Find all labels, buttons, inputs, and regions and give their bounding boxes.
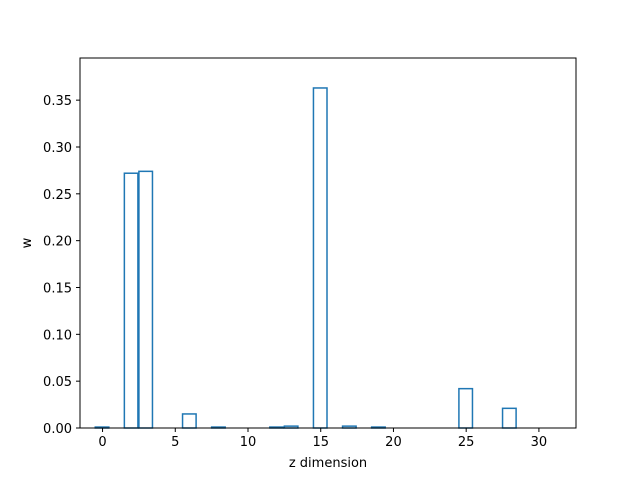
x-tick-label: 20 xyxy=(385,435,402,450)
x-tick-label: 25 xyxy=(458,435,475,450)
y-axis-label: w xyxy=(20,237,35,248)
y-tick-label: 0.35 xyxy=(43,94,72,109)
x-tick-label: 15 xyxy=(312,435,329,450)
y-tick-label: 0.10 xyxy=(43,328,72,343)
x-tick-label: 10 xyxy=(240,435,257,450)
bar xyxy=(181,413,197,429)
x-ticks-group: 0 5 10 15 20 25 30 xyxy=(98,428,547,450)
bar xyxy=(123,172,139,429)
axes-frame xyxy=(79,57,577,429)
y-tick-label: 0.15 xyxy=(43,281,72,296)
y-tick-label: 0.25 xyxy=(43,188,72,203)
y-ticks-group: 0.00 0.05 0.10 0.15 0.20 0.25 0.30 0.35 xyxy=(43,94,80,437)
x-tick-label: 0 xyxy=(98,435,106,450)
bar xyxy=(312,87,328,429)
bars-group xyxy=(94,87,517,429)
y-tick-label: 0.00 xyxy=(43,422,72,437)
y-tick-label: 0.30 xyxy=(43,141,72,156)
bar xyxy=(138,170,154,429)
bar xyxy=(458,387,474,429)
y-tick-label: 0.05 xyxy=(43,375,72,390)
bar xyxy=(501,407,517,429)
x-axis-label: z dimension xyxy=(289,456,367,471)
x-tick-label: 30 xyxy=(531,435,548,450)
y-tick-label: 0.20 xyxy=(43,235,72,250)
x-tick-label: 5 xyxy=(171,435,179,450)
